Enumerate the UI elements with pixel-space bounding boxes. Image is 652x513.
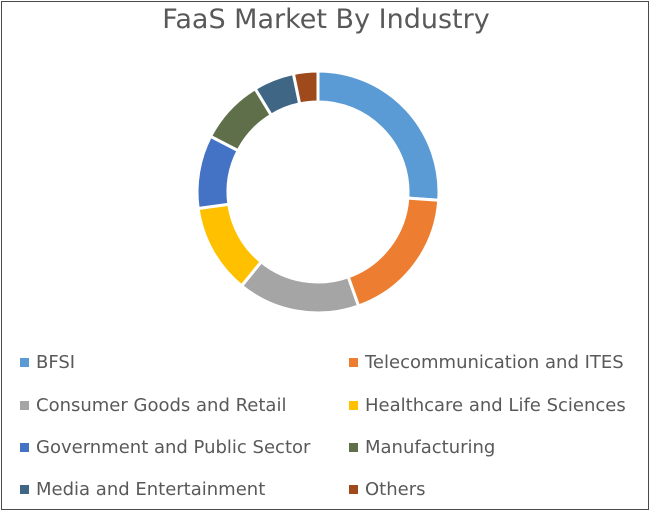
legend-swatch-manufacturing <box>349 442 358 452</box>
legend-swatch-healthcare-and-life-sciences <box>349 400 358 410</box>
legend-item-manufacturing: Manufacturing <box>349 435 495 459</box>
legend-item-others: Others <box>349 477 426 501</box>
legend-label-others: Others <box>365 478 426 500</box>
legend-swatch-bfsi <box>20 357 29 367</box>
donut-slice-bfsi <box>316 69 441 202</box>
donut-slice-others <box>291 69 320 106</box>
legend-label-telecommunication-and-ites: Telecommunication and ITES <box>365 351 624 373</box>
legend-item-consumer-goods-and-retail: Consumer Goods and Retail <box>20 393 286 417</box>
legend-label-healthcare-and-life-sciences: Healthcare and Life Sciences <box>365 394 626 416</box>
legend-label-manufacturing: Manufacturing <box>365 436 496 458</box>
donut-slice-healthcare-and-life-sciences <box>196 202 264 288</box>
legend-item-bfsi: BFSI <box>20 350 75 374</box>
legend-swatch-others <box>349 484 358 494</box>
legend-swatch-consumer-goods-and-retail <box>20 400 29 410</box>
donut-slice-telecommunication-and-ites <box>346 196 441 308</box>
legend-item-government-and-public-sector: Government and Public Sector <box>20 435 310 459</box>
legend-swatch-telecommunication-and-ites <box>349 357 358 367</box>
legend-item-media-and-entertainment: Media and Entertainment <box>20 477 265 501</box>
legend-label-consumer-goods-and-retail: Consumer Goods and Retail <box>36 394 287 416</box>
legend-item-healthcare-and-life-sciences: Healthcare and Life Sciences <box>349 393 626 417</box>
legend-swatch-media-and-entertainment <box>20 484 29 494</box>
legend-label-government-and-public-sector: Government and Public Sector <box>36 436 311 458</box>
chart-title: FaaS Market By Industry <box>162 4 490 35</box>
legend-label-media-and-entertainment: Media and Entertainment <box>36 478 266 500</box>
legend-item-telecommunication-and-ites: Telecommunication and ITES <box>349 350 624 374</box>
donut-slice-consumer-goods-and-retail <box>239 259 361 315</box>
legend-label-bfsi: BFSI <box>36 351 76 373</box>
legend-swatch-government-and-public-sector <box>20 442 29 452</box>
